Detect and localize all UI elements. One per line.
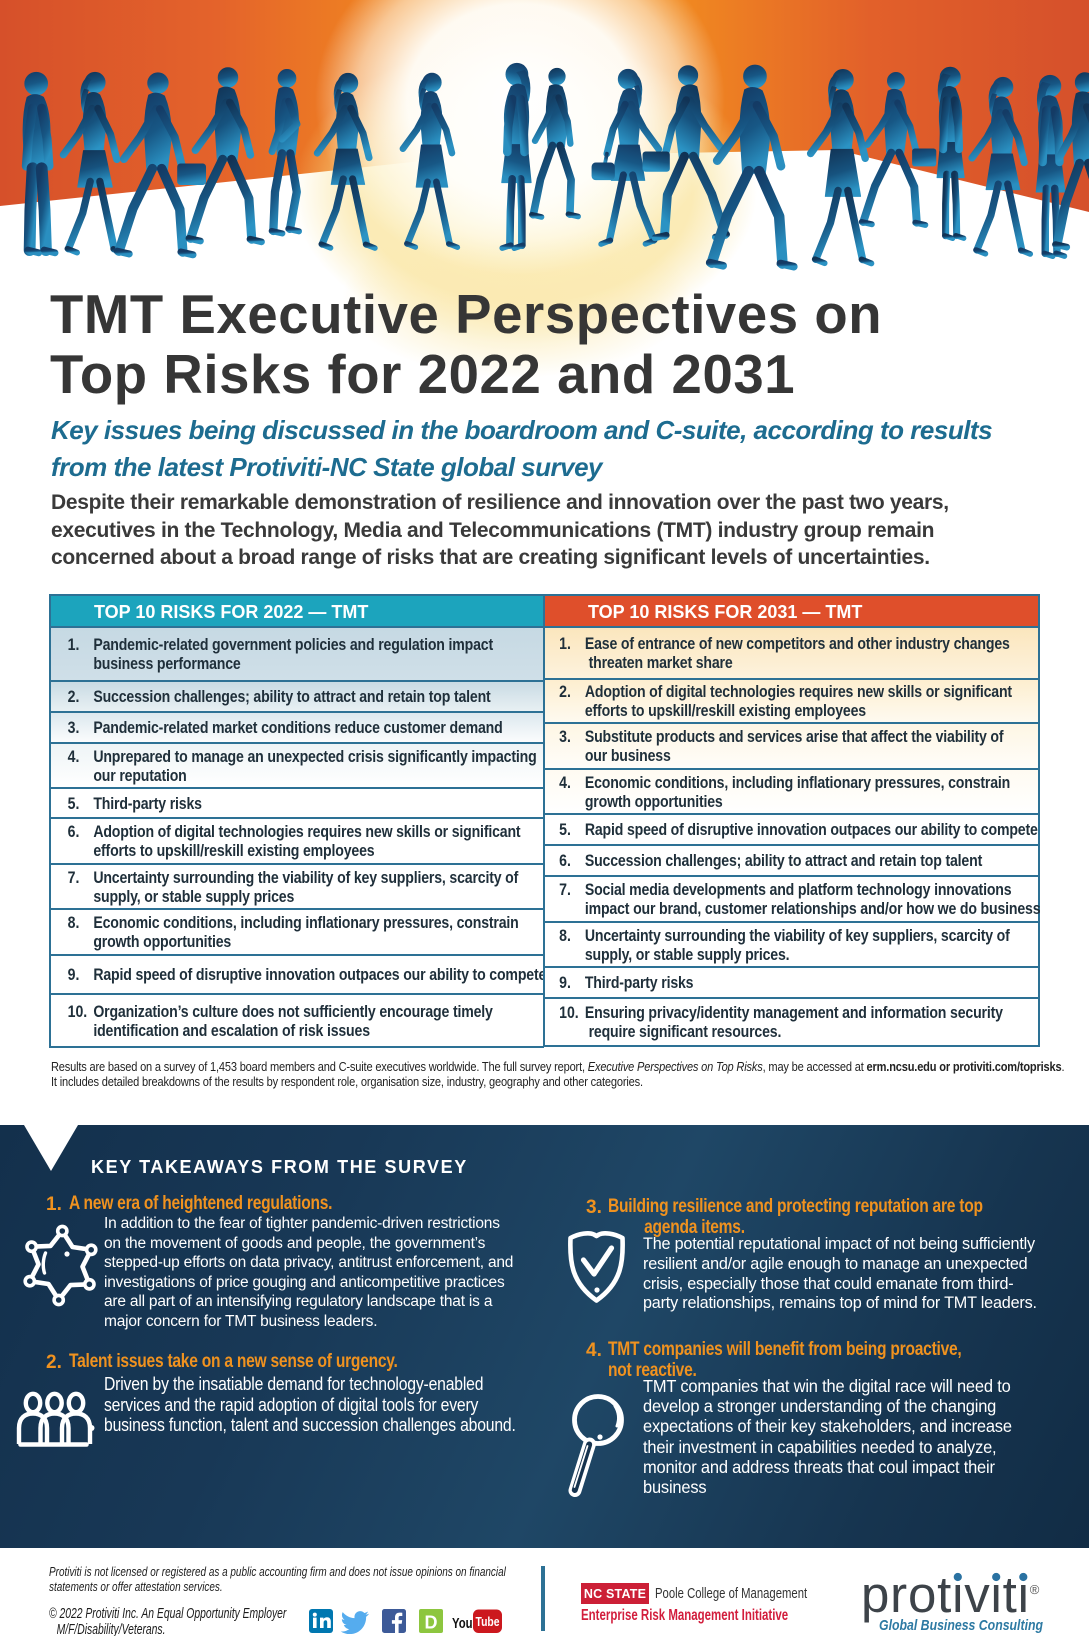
svg-text:Tube: Tube bbox=[476, 1615, 500, 1629]
svg-text:You: You bbox=[452, 1615, 473, 1632]
svg-text:D: D bbox=[425, 1613, 438, 1633]
